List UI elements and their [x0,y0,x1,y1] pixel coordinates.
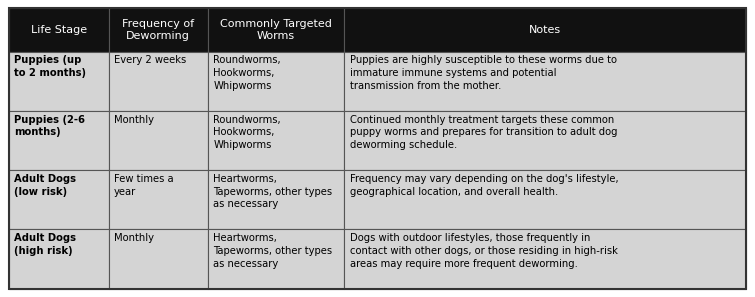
Bar [9,8,109,52]
Text: Life Stage: Life Stage [31,25,87,35]
Text: Roundworms,
Hookworms,
Whipworms: Roundworms, Hookworms, Whipworms [214,55,281,91]
Text: Monthly: Monthly [114,115,154,124]
Bar [109,170,208,230]
Text: Notes: Notes [529,25,561,35]
Text: Adult Dogs
(low risk): Adult Dogs (low risk) [14,174,76,197]
Bar [344,170,746,230]
Text: Roundworms,
Hookworms,
Whipworms: Roundworms, Hookworms, Whipworms [214,115,281,150]
Bar [109,52,208,111]
Bar [344,230,746,289]
Bar [9,170,109,230]
Bar [9,52,109,111]
Bar [208,111,344,170]
Text: Heartworms,
Tapeworms, other types
as necessary: Heartworms, Tapeworms, other types as ne… [214,233,332,268]
Text: Commonly Targeted
Worms: Commonly Targeted Worms [220,19,332,41]
Bar [208,52,344,111]
Text: Frequency of
Deworming: Frequency of Deworming [122,19,194,41]
Bar [208,230,344,289]
Text: Puppies (2-6
months): Puppies (2-6 months) [14,115,85,138]
Text: Continued monthly treatment targets these common
puppy worms and prepares for tr: Continued monthly treatment targets thes… [350,115,617,150]
Bar [109,230,208,289]
Text: Adult Dogs
(high risk): Adult Dogs (high risk) [14,233,76,256]
Text: Few times a
year: Few times a year [114,174,174,197]
Text: Puppies are highly susceptible to these worms due to
immature immune systems and: Puppies are highly susceptible to these … [350,55,617,91]
Text: Dogs with outdoor lifestyles, those frequently in
contact with other dogs, or th: Dogs with outdoor lifestyles, those freq… [350,233,618,268]
Bar [208,170,344,230]
Text: Puppies (up
to 2 months): Puppies (up to 2 months) [14,55,86,78]
Bar [109,8,208,52]
Bar [9,230,109,289]
Bar [344,52,746,111]
Bar [9,111,109,170]
Text: Frequency may vary depending on the dog's lifestyle,
geographical location, and : Frequency may vary depending on the dog'… [350,174,618,197]
Bar [208,8,344,52]
Text: Monthly: Monthly [114,233,154,243]
Text: Every 2 weeks: Every 2 weeks [114,55,186,65]
Text: Heartworms,
Tapeworms, other types
as necessary: Heartworms, Tapeworms, other types as ne… [214,174,332,209]
Bar [344,111,746,170]
Bar [109,111,208,170]
Bar [344,8,746,52]
